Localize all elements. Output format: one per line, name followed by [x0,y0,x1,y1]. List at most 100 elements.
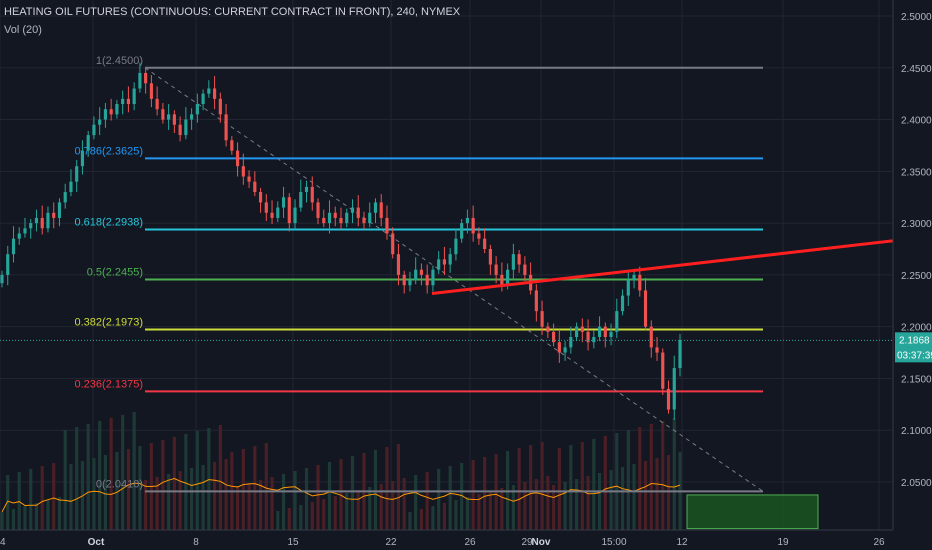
candle-body [643,290,648,327]
candle-body [414,269,418,281]
candle-body [0,274,4,284]
candle-body [138,72,142,89]
trendline[interactable] [431,239,895,296]
volume-bar [672,418,676,530]
volume-bar [247,483,251,530]
time-tick-label: 19 [777,537,789,548]
price-tick-label: 2.3500 [901,167,932,178]
volume-bar [195,431,199,530]
volume-bar [86,424,90,530]
volume-bar [603,436,607,530]
volume-bar [241,449,245,530]
volume-bar [552,485,556,530]
candle-body [86,135,90,151]
candle-body [316,202,320,218]
volume-bar [34,503,39,530]
last-price-badge[interactable] [895,332,932,363]
volume-bar [391,481,395,530]
candle-body [649,326,653,348]
candle-body [293,207,297,224]
volume-bar [0,512,4,530]
volume-bar [574,479,579,530]
price-tick-label: 2.4500 [901,64,932,75]
candle-body [437,259,441,270]
chart-title: HEATING OIL FUTURES (CONTINUOUS: CURRENT… [4,6,461,18]
candle-body [270,212,274,218]
volume-bar [57,497,62,530]
candle-body [11,238,16,255]
volume-bar [126,449,130,530]
target-zone-box[interactable] [686,494,819,530]
candle-body [454,238,458,255]
volume-bar [431,506,435,530]
fibonacci-retracement[interactable]: 1(2.4500) 0.786(2.3625) 0.618(2.2938) 0.5(2… [75,55,764,493]
volume-bar [414,475,418,530]
volume-bar [161,440,165,530]
candle-body [310,186,314,203]
candle-body [115,104,119,115]
volume-bar [471,460,475,530]
volume-bar [615,433,619,530]
candle-body [276,207,280,218]
candle-body [368,212,372,224]
volume-bar [155,477,159,530]
volume-bar [425,472,429,530]
fib-level-label: 0.786(2.3625) [75,145,144,157]
volume-bar [167,474,171,530]
volume-bar [465,497,469,530]
volume-bar [276,511,280,530]
candle-body [40,217,44,229]
candle-body [52,212,56,218]
volume-bar [218,425,222,530]
candle-body [75,166,79,182]
candle-body [167,114,171,120]
candle-body [339,217,343,224]
candle-body [69,181,73,193]
candle-body [57,202,62,218]
candle-body [488,249,492,265]
volume-bar [264,443,268,530]
candle-body [109,109,113,115]
candle-body [362,217,366,224]
grid [0,0,893,530]
candle-body [471,217,475,234]
volume-bar [253,446,257,530]
candle-body [620,295,625,312]
fib-trend-diagonal[interactable] [144,67,764,492]
volume-bar [46,500,50,530]
time-tick-label: 22 [385,537,397,548]
candle-body [460,223,464,239]
volume-bar [643,461,648,530]
volume-bar [488,491,492,530]
fib-level-label: 0.618(2.2938) [75,217,144,229]
candle-body [195,104,199,115]
volume-bar [178,471,182,530]
candle-body [511,254,515,270]
candle-body [258,192,263,203]
volume-bar [184,434,188,530]
fib-diagonal-line[interactable] [144,67,764,492]
volume-bar [287,508,291,530]
volume-bar [592,439,596,530]
volume-bar [23,506,27,530]
candle-body [379,202,383,218]
candle-body [247,176,251,182]
volume-bar [500,488,504,530]
volume-bar [172,437,176,530]
price-tick-label: 2.4000 [901,116,932,127]
volume-bar [322,499,326,530]
target-zone[interactable] [686,494,819,530]
candle-body [132,88,136,105]
candle-body [391,233,395,255]
volume-bar [385,447,389,530]
volume-bar [144,480,148,530]
time-tick-label: 15 [287,537,299,548]
candle-body [632,274,636,281]
volume-bar [52,463,56,530]
volume-bar [69,464,73,530]
volume-bar [258,480,263,530]
trendline-line[interactable] [431,239,895,296]
